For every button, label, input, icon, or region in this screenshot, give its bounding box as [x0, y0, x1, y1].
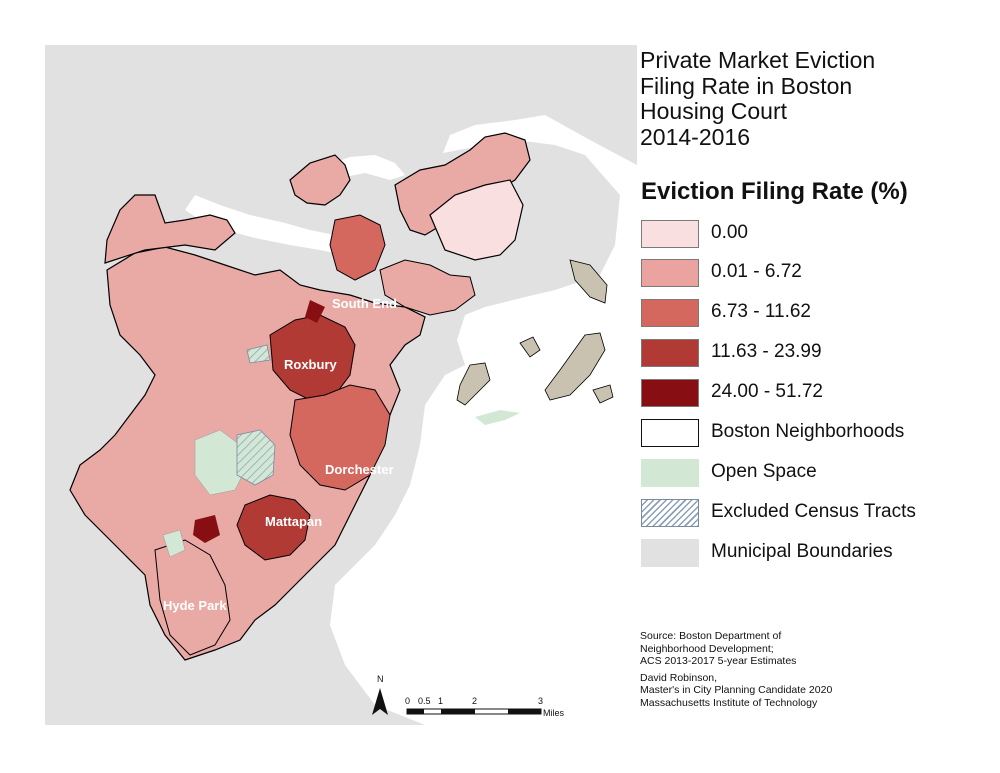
source-line-2: Neighborhood Development; — [640, 642, 774, 655]
source-credits: Source: Boston Department of Neighborhoo… — [640, 630, 832, 709]
source-line-1: Source: Boston Department of — [640, 630, 782, 642]
scale-tick-1: 0.5 — [418, 696, 431, 706]
island-5 — [592, 384, 614, 404]
roxbury-peak — [305, 300, 325, 323]
south-boston — [379, 259, 476, 316]
legend-label-municipal: Municipal Boundaries — [711, 541, 893, 562]
open-space-park — [194, 429, 246, 496]
eviction-map: South End Roxbury Dorchester Mattapan Hy… — [45, 45, 637, 725]
source-line-4: David Robinson, — [640, 671, 718, 684]
island-3 — [456, 362, 491, 406]
legend-heading: Eviction Filing Rate (%) — [641, 178, 908, 205]
hyde-park-area — [154, 539, 231, 656]
title-line-3: Housing Court — [640, 98, 788, 124]
mattapan-area — [236, 494, 311, 561]
legend-swatch-rate-4 — [641, 379, 699, 407]
scale-tick-0: 0 — [405, 696, 410, 706]
downtown — [329, 214, 386, 281]
island-1 — [569, 259, 608, 304]
label-roxbury: Roxbury — [284, 357, 338, 372]
map-title: Private Market Eviction Filing Rate in B… — [640, 47, 990, 150]
excluded-tract-2 — [246, 344, 271, 364]
label-dorchester: Dorchester — [325, 462, 394, 477]
legend-label-rate-1: 0.01 - 6.72 — [711, 261, 802, 282]
title-line-2: Filing Rate in Boston — [640, 72, 853, 99]
label-hyde-park: Hyde Park — [163, 598, 227, 613]
open-space-south — [162, 529, 186, 558]
legend-swatch-rate-1 — [641, 259, 699, 287]
legend-swatch-rate-0 — [641, 220, 699, 248]
legend-swatch-municipal — [641, 539, 699, 567]
legend-swatch-rate-3 — [641, 339, 699, 367]
source-line-5: Master's in City Planning Candidate 2020 — [640, 684, 833, 696]
legend-label-excluded: Excluded Census Tracts — [711, 501, 916, 522]
north-arrow-icon: N — [372, 674, 388, 715]
allston-brighton — [104, 194, 236, 264]
dorchester-area — [289, 384, 391, 491]
scale-unit: Miles — [543, 708, 565, 718]
legend-swatch-open-space — [641, 459, 699, 487]
island-6 — [475, 410, 520, 425]
title-line-1: Private Market Eviction — [640, 47, 876, 73]
east-boston — [394, 132, 531, 236]
legend-label-neighborhoods: Boston Neighborhoods — [711, 421, 905, 442]
legend-label-rate-2: 6.73 - 11.62 — [711, 301, 812, 322]
north-arrow-label: N — [377, 674, 384, 684]
island-4 — [544, 332, 606, 401]
label-south-end: South End — [332, 296, 397, 311]
source-line-6: Massachusetts Institute of Technology — [640, 696, 818, 709]
river-water — [185, 195, 350, 255]
source-line-3: ACS 2013-2017 5-year Estimates — [640, 655, 797, 667]
legend-swatch-excluded — [641, 499, 699, 527]
charlestown — [289, 154, 351, 206]
scale-bar: 0 0.5 1 2 3 Miles — [405, 696, 565, 718]
island-2 — [519, 336, 541, 358]
airport — [429, 179, 524, 261]
legend-label-open-space: Open Space — [711, 461, 817, 482]
legend-swatch-neighborhoods — [641, 419, 699, 447]
legend-swatch-rate-2 — [641, 299, 699, 327]
mattapan-peak — [193, 515, 220, 543]
excluded-tract — [236, 429, 276, 486]
title-line-4: 2014-2016 — [640, 123, 750, 150]
legend-label-rate-0: 0.00 — [711, 222, 748, 243]
scale-tick-4: 3 — [538, 696, 543, 706]
label-mattapan: Mattapan — [265, 514, 322, 529]
legend-label-rate-4: 24.00 - 51.72 — [711, 381, 823, 402]
scale-tick-3: 2 — [472, 696, 477, 706]
legend-label-rate-3: 11.63 - 23.99 — [711, 341, 822, 362]
scale-tick-2: 1 — [438, 696, 443, 706]
